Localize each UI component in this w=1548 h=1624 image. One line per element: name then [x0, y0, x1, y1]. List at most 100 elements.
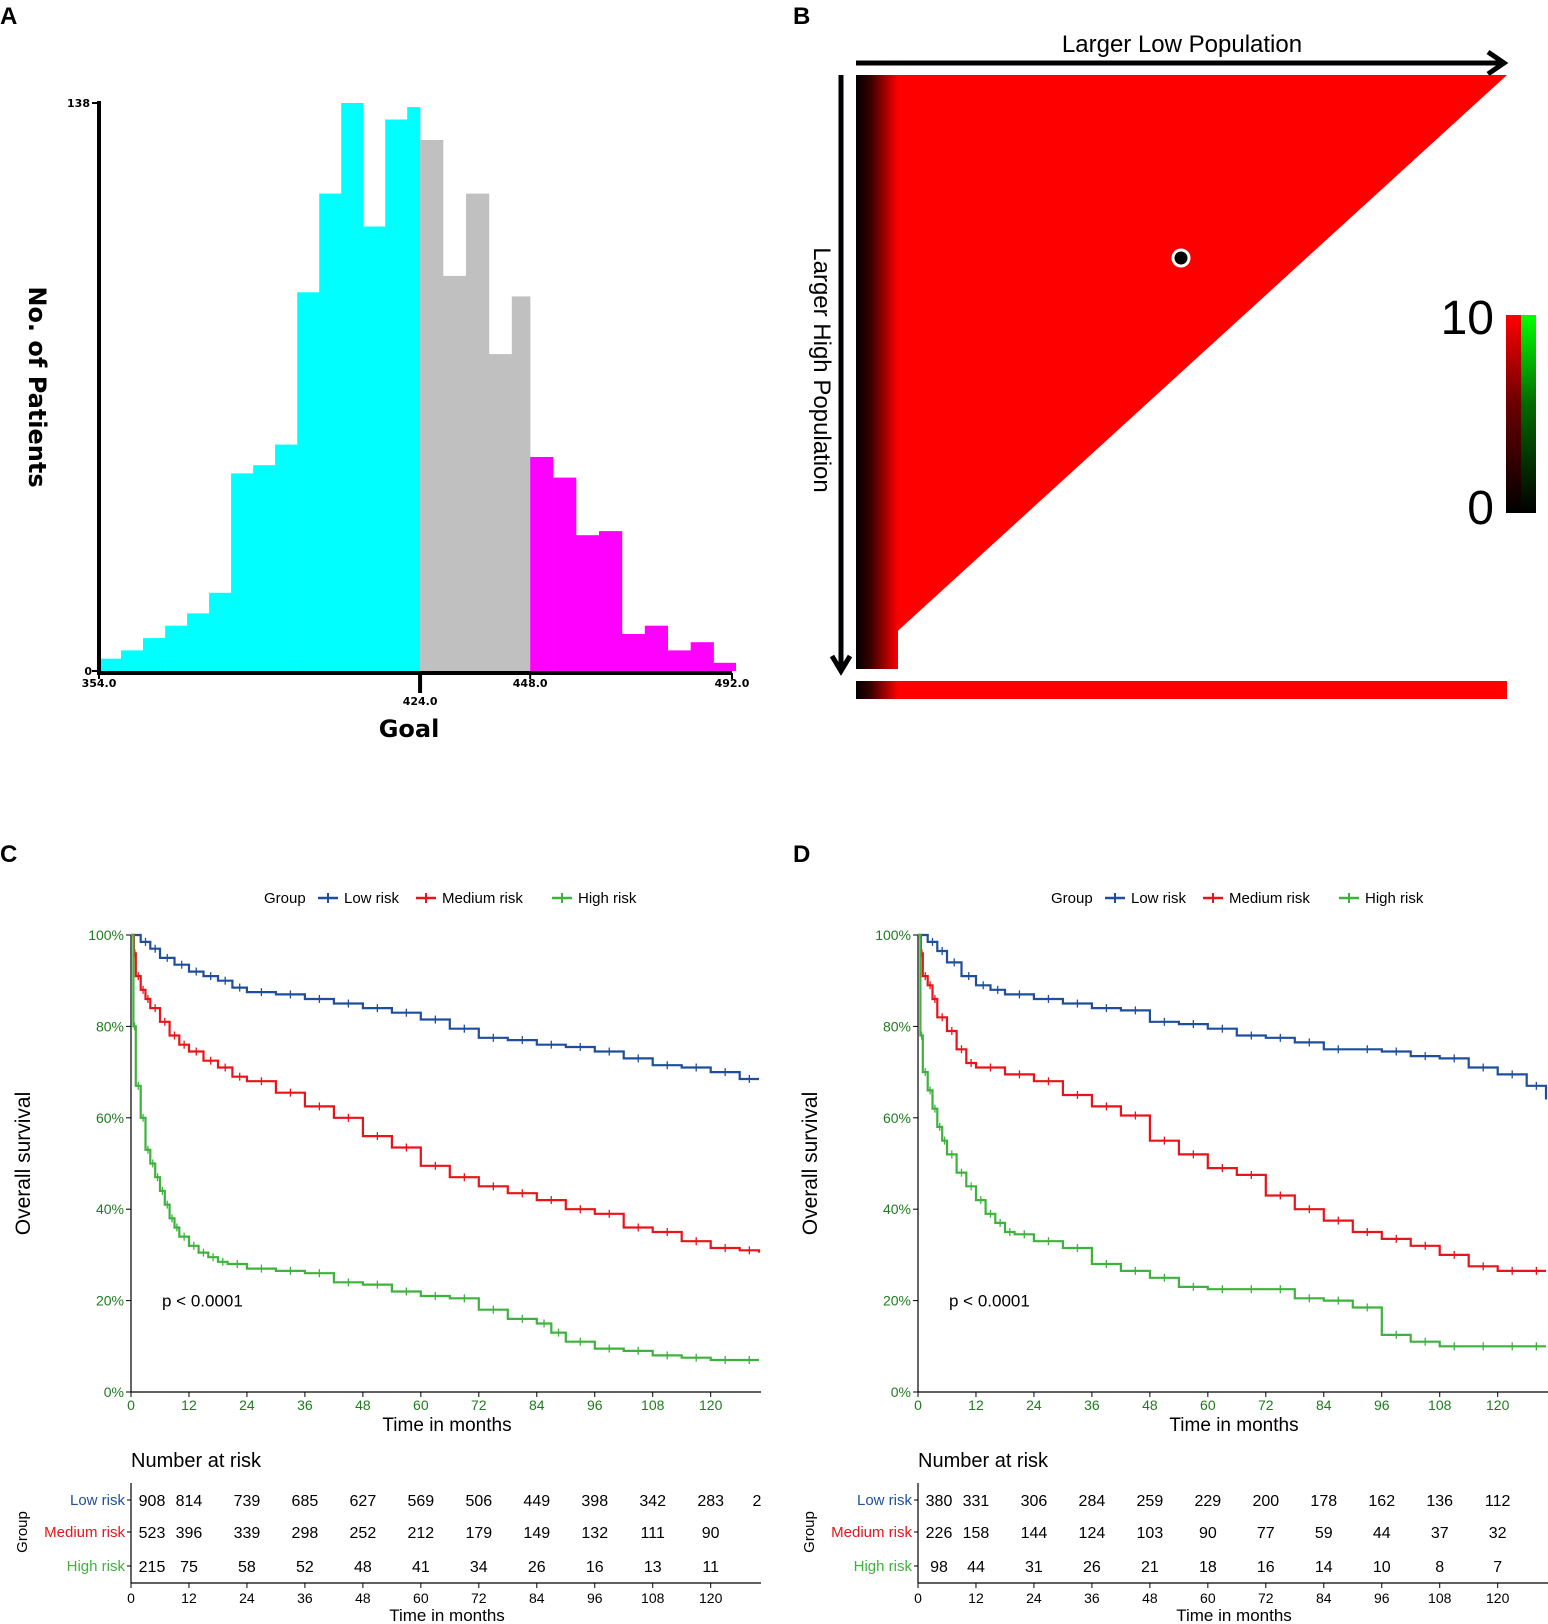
km-panel-c: Group Low risk Medium risk High risk 0% 20% 40…: [12, 890, 762, 1624]
risk-table-cell: 14: [1315, 1559, 1333, 1576]
histogram-y-tick-label-top: 138: [67, 97, 90, 110]
histogram-x-label: Goal: [379, 715, 440, 743]
risk-table-cell: 252: [350, 1525, 377, 1542]
histogram-bar: [319, 193, 342, 671]
histogram-bar: [99, 658, 122, 671]
risk-table-cell: 306: [1021, 1493, 1048, 1510]
histogram-bar: [385, 119, 408, 671]
km-x-tick-label: 84: [1316, 1397, 1332, 1413]
risk-table-cell: 37: [1431, 1525, 1449, 1542]
color-scale-max-label: 10: [1441, 292, 1494, 345]
risk-table-cell: 7: [1493, 1559, 1502, 1576]
km-x-tick-label: 36: [1084, 1397, 1100, 1413]
risk-table-cell: 103: [1137, 1525, 1164, 1542]
risk-table-cell: 449: [523, 1493, 550, 1510]
km-y-tick-label: 60%: [883, 1110, 911, 1126]
risk-table-cell: 44: [1373, 1525, 1391, 1542]
risk-table-x-tick-label: 12: [181, 1590, 197, 1606]
km-x-tick-label: 24: [1026, 1397, 1042, 1413]
censor-marks: [920, 1031, 1537, 1351]
risk-table-x-tick-label: 72: [471, 1590, 487, 1606]
km-y-tick-label: 80%: [96, 1018, 124, 1034]
risk-table-cell: 11: [702, 1559, 719, 1576]
heatmap-left-edge: [856, 75, 898, 669]
risk-table-x-tick-label: 48: [355, 1590, 371, 1606]
risk-table-row-label: High risk: [67, 1558, 126, 1575]
km-x-tick-label: 12: [181, 1397, 197, 1413]
histogram-bar: [690, 642, 714, 671]
risk-table-group-label: Group: [14, 1511, 31, 1553]
km-y-label: Overall survival: [12, 1092, 35, 1236]
km-x-tick-label: 0: [914, 1397, 922, 1413]
risk-table-cell: 212: [407, 1525, 434, 1542]
top-axis-label: Larger Low Population: [1062, 31, 1302, 58]
km-x-tick-label: 72: [1258, 1397, 1274, 1413]
risk-table-cell: 16: [1257, 1559, 1275, 1576]
risk-table-title: Number at risk: [131, 1450, 262, 1472]
survival-curve: [918, 933, 1546, 1272]
risk-table-cell: 26: [528, 1559, 546, 1576]
risk-table-cell: 124: [1079, 1525, 1106, 1542]
histogram-bar: [363, 226, 386, 671]
legend-label: Medium risk: [442, 890, 523, 907]
legend-label: Low risk: [1131, 890, 1187, 907]
legend-label: Low risk: [344, 890, 400, 907]
risk-table-cell: 685: [292, 1493, 319, 1510]
top-arrow-head: [1486, 49, 1509, 77]
legend-label: High risk: [1365, 890, 1424, 907]
risk-table-cell: 398: [581, 1493, 608, 1510]
km-x-tick-label: 96: [1374, 1397, 1390, 1413]
histogram-bar: [621, 634, 646, 671]
histogram-bar: [187, 613, 210, 671]
risk-table-cell: 26: [1083, 1559, 1101, 1576]
histogram-y-tick-label-bottom: 0: [84, 665, 92, 678]
risk-table-row-label: Medium risk: [831, 1524, 912, 1541]
risk-table-group-label: Group: [801, 1511, 818, 1553]
histogram-bar: [209, 592, 232, 671]
km-x-tick-label: 84: [529, 1397, 545, 1413]
histogram-bar: [165, 625, 188, 671]
risk-table-cell: 18: [1199, 1559, 1217, 1576]
color-scale-red: [1506, 315, 1521, 513]
km-y-tick-label: 100%: [88, 927, 124, 943]
risk-table-x-tick-label: 36: [297, 1590, 313, 1606]
histogram-bars: [99, 103, 736, 672]
risk-table-cell: 90: [702, 1525, 720, 1542]
histogram-bar: [576, 535, 600, 671]
km-x-tick-label: 60: [1200, 1397, 1216, 1413]
histogram-bar: [466, 193, 490, 671]
histogram-bar: [488, 354, 513, 671]
p-value: p < 0.0001: [949, 1292, 1030, 1311]
optimal-cutpoint-marker: [1171, 248, 1191, 268]
risk-table-cell: 908: [139, 1493, 166, 1510]
risk-table-x-tick-label: 36: [1084, 1590, 1100, 1606]
histogram-bar: [275, 444, 298, 671]
color-scale-min-label: 0: [1467, 482, 1494, 535]
km-x-tick-label: 48: [355, 1397, 371, 1413]
risk-table-x-tick-label: 96: [1374, 1590, 1390, 1606]
km-y-tick-label: 40%: [883, 1201, 911, 1217]
risk-table-cell: 59: [1315, 1525, 1333, 1542]
km-y-tick-label: 20%: [883, 1293, 911, 1309]
censor-marks: [931, 937, 1537, 1090]
risk-table-cell: 569: [407, 1493, 434, 1510]
risk-table-cell: 331: [963, 1493, 990, 1510]
histogram-x-tick-label: 424.0: [403, 695, 438, 708]
panel-letter-d: D: [793, 841, 810, 868]
risk-table-cell: 111: [641, 1525, 665, 1542]
histogram-bar: [644, 625, 668, 671]
risk-table-cell: 215: [139, 1559, 166, 1576]
histogram-bar: [530, 457, 554, 671]
censor-marks: [133, 1022, 750, 1365]
risk-table-cell: 342: [639, 1493, 666, 1510]
histogram-x-tick-label: 354.0: [82, 677, 117, 690]
km-x-tick-label: 72: [471, 1397, 487, 1413]
legend-label: High risk: [578, 890, 637, 907]
risk-table-cell: 200: [1252, 1493, 1279, 1510]
km-x-tick-label: 24: [239, 1397, 255, 1413]
risk-table-cell: 8: [1435, 1559, 1444, 1576]
risk-table-x-label: Time in months: [389, 1606, 505, 1624]
km-x-tick-label: 60: [413, 1397, 429, 1413]
risk-table-row-label: High risk: [854, 1558, 913, 1575]
km-y-tick-label: 0%: [104, 1384, 124, 1400]
